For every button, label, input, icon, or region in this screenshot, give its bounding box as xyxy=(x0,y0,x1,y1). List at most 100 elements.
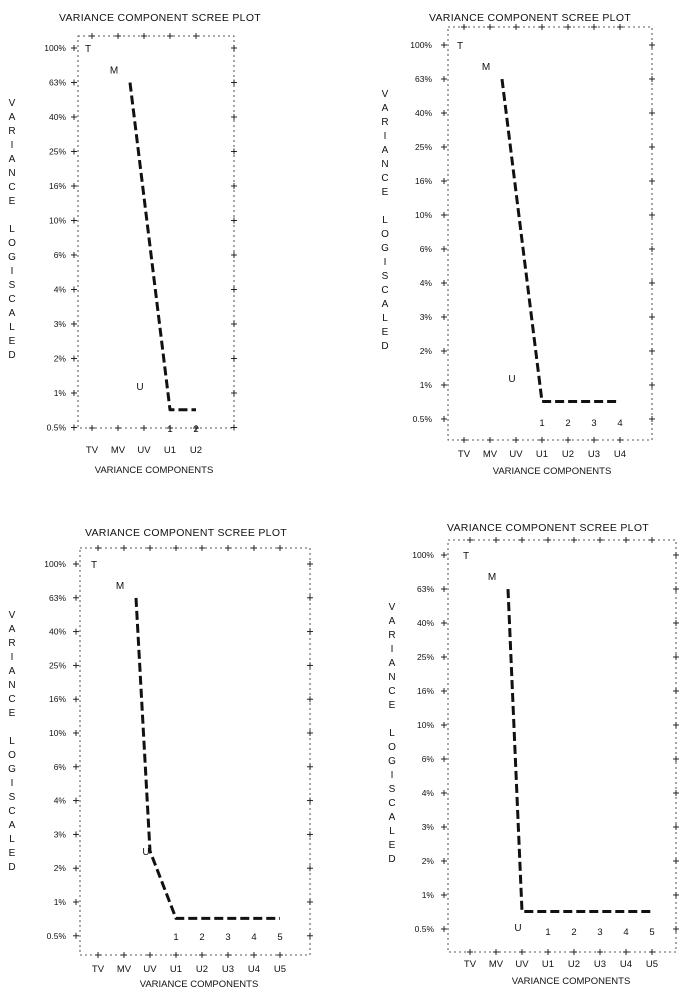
x-tick-label: U1 xyxy=(170,964,182,975)
u-number-label: 1 xyxy=(545,927,550,938)
point-label-m: M xyxy=(110,66,118,77)
u-number-label: 1 xyxy=(539,418,544,429)
y-tick-label: 3% xyxy=(420,312,433,322)
y-tick-label: 6% xyxy=(54,762,67,772)
u-number-label: 2 xyxy=(199,932,204,943)
x-tick-label: TV xyxy=(92,964,105,975)
y-label-letter: L xyxy=(9,834,15,845)
point-label-t: T xyxy=(85,44,91,55)
x-tick-label: U1 xyxy=(542,959,554,970)
x-tick-label: U2 xyxy=(562,449,574,460)
y-label-letter: E xyxy=(389,700,396,711)
y-tick-label: 10% xyxy=(417,720,434,730)
point-label-u: U xyxy=(514,923,521,934)
scree-plot-panel-1: VARIANCE COMPONENT SCREE PLOT 100% 63% 40% 2… xyxy=(8,12,261,476)
y-label-letter: L xyxy=(389,728,395,739)
y-label-letter: L xyxy=(389,826,395,837)
y-tick-label: 4% xyxy=(422,788,435,798)
y-label-letter: V xyxy=(9,610,16,621)
y-tick-label: 25% xyxy=(415,142,432,152)
y-label-letter: E xyxy=(9,708,16,719)
y-label-letter: C xyxy=(388,686,395,697)
y-tick-label: 100% xyxy=(44,559,66,569)
y-label-letter: C xyxy=(8,294,15,305)
y-label-letter: S xyxy=(382,271,389,282)
u-number-label: 2 xyxy=(571,927,576,938)
x-tick-label: UV xyxy=(143,964,157,975)
y-label-letter: I xyxy=(384,257,387,268)
point-label-m: M xyxy=(116,581,124,592)
y-label-letter: C xyxy=(8,806,15,817)
y-label-letter: I xyxy=(391,644,394,655)
u-number-label: 5 xyxy=(649,927,654,938)
y-label-letter: A xyxy=(9,308,16,319)
y-label-letter: R xyxy=(381,117,388,128)
y-label-letter: I xyxy=(11,140,14,151)
x-tick-label: U4 xyxy=(620,959,632,970)
x-axis-title: VARIANCE COMPONENTS xyxy=(140,979,259,990)
y-label-letter: N xyxy=(388,672,395,683)
plot-frame xyxy=(79,547,311,956)
y-tick-label: 40% xyxy=(415,108,432,118)
point-label-u: U xyxy=(136,382,143,393)
u-number-label: 2 xyxy=(565,418,570,429)
scree-line xyxy=(134,597,280,920)
y-tick-label: 63% xyxy=(415,74,432,84)
y-label-letter: L xyxy=(9,736,15,747)
u-number-label: 3 xyxy=(225,932,230,943)
x-tick-label: TV xyxy=(458,449,471,460)
y-tick-label: 63% xyxy=(49,593,66,603)
y-label-letter: I xyxy=(11,652,14,663)
x-axis-title: VARIANCE COMPONENTS xyxy=(95,465,214,476)
y-tick-label: 16% xyxy=(49,181,66,191)
y-tick-label: 3% xyxy=(422,822,435,832)
point-label-m: M xyxy=(482,62,490,73)
y-label-letter: E xyxy=(9,196,16,207)
y-tick-label: 40% xyxy=(49,627,66,637)
y-label-letter: C xyxy=(388,798,395,809)
y-label-letter: I xyxy=(11,266,14,277)
y-label-letter: S xyxy=(9,280,16,291)
u-number-label: 3 xyxy=(597,927,602,938)
x-tick-label: U1 xyxy=(164,445,176,456)
x-tick-label: U4 xyxy=(614,449,626,460)
y-label-letter: G xyxy=(388,756,396,767)
chart-title: VARIANCE COMPONENT SCREE PLOT xyxy=(429,12,631,24)
point-label-m: M xyxy=(488,572,496,583)
y-tick-label: 16% xyxy=(417,686,434,696)
y-label-letter: D xyxy=(388,854,395,865)
point-label-t: T xyxy=(91,560,97,571)
u-number-label: 4 xyxy=(623,927,628,938)
x-tick-label: U3 xyxy=(594,959,606,970)
point-label-t: T xyxy=(457,41,463,52)
y-tick-label: 1% xyxy=(54,897,67,907)
y-label-letter: A xyxy=(389,658,396,669)
y-label-letter: G xyxy=(8,764,16,775)
y-label-letter: A xyxy=(382,103,389,114)
y-label-letter: R xyxy=(8,638,15,649)
y-tick-label: 40% xyxy=(49,112,66,122)
y-tick-label: 1% xyxy=(422,890,435,900)
chart-title: VARIANCE COMPONENT SCREE PLOT xyxy=(85,527,287,539)
y-label-letter: V xyxy=(389,602,396,613)
y-tick-label: 16% xyxy=(49,694,66,704)
x-tick-label: UV xyxy=(137,445,151,456)
x-tick-label: U5 xyxy=(646,959,658,970)
x-tick-label: U2 xyxy=(568,959,580,970)
y-tick-label: 3% xyxy=(54,319,67,329)
y-tick-label: 6% xyxy=(54,250,67,260)
y-tick-label: 10% xyxy=(49,216,66,226)
y-tick-label: 0.5% xyxy=(413,414,433,424)
x-tick-label: U2 xyxy=(196,964,208,975)
y-label-letter: A xyxy=(382,145,389,156)
y-label-letter: S xyxy=(389,784,396,795)
u-number-label: 1 xyxy=(173,932,178,943)
y-label-letter: I xyxy=(11,778,14,789)
y-tick-label: 16% xyxy=(415,176,432,186)
y-label-letter: L xyxy=(382,313,388,324)
scree-plot-panel-4: VARIANCE COMPONENT SCREE PLOT 100% 63% 40% 2… xyxy=(388,522,679,987)
y-tick-label: 100% xyxy=(412,550,434,560)
y-label-letter: A xyxy=(9,624,16,635)
y-tick-label: 4% xyxy=(420,278,433,288)
